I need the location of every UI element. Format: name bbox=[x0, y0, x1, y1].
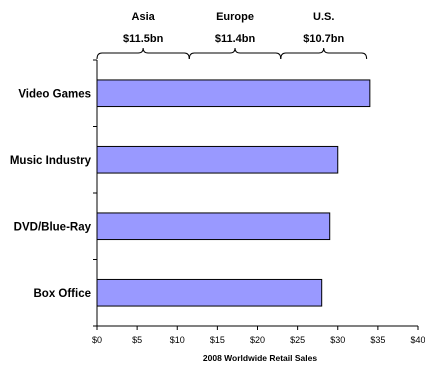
bar bbox=[96, 212, 331, 241]
region-value-label: $10.7bn bbox=[303, 33, 344, 45]
region-brackets bbox=[96, 47, 368, 60]
category-label: Video Games bbox=[18, 88, 91, 100]
category-label: Music Industry bbox=[10, 155, 92, 167]
region-value-label: $11.5bn bbox=[123, 33, 164, 45]
x-tick-label: $30 bbox=[330, 335, 345, 345]
bar bbox=[96, 79, 371, 108]
x-tick-label: $5 bbox=[132, 335, 142, 345]
region-name-label: U.S. bbox=[313, 11, 334, 23]
x-tick-label: $10 bbox=[170, 335, 185, 345]
x-axis-label: 2008 Worldwide Retail Sales bbox=[203, 353, 317, 363]
axes-group bbox=[93, 59, 419, 330]
bars-group bbox=[96, 79, 371, 307]
x-tick-label: $0 bbox=[92, 335, 102, 345]
region-value-label: $11.4bn bbox=[215, 33, 256, 45]
region-bracket bbox=[96, 47, 190, 60]
x-tick-label: $35 bbox=[370, 335, 385, 345]
category-label: Box Office bbox=[33, 288, 91, 300]
region-bracket bbox=[188, 47, 282, 60]
region-name-label: Asia bbox=[132, 11, 156, 23]
labels-group: Video Games Music Industry DVD/Blue-Ray Box… bbox=[10, 11, 425, 345]
x-tick-label: $25 bbox=[290, 335, 305, 345]
x-tick-label: $40 bbox=[410, 335, 425, 345]
region-name-label: Europe bbox=[216, 11, 254, 23]
bar bbox=[96, 145, 339, 174]
region-bracket bbox=[280, 47, 368, 60]
bar bbox=[96, 278, 323, 307]
x-tick-label: $20 bbox=[250, 335, 265, 345]
x-tick-label: $15 bbox=[210, 335, 225, 345]
category-label: DVD/Blue-Ray bbox=[14, 221, 92, 233]
